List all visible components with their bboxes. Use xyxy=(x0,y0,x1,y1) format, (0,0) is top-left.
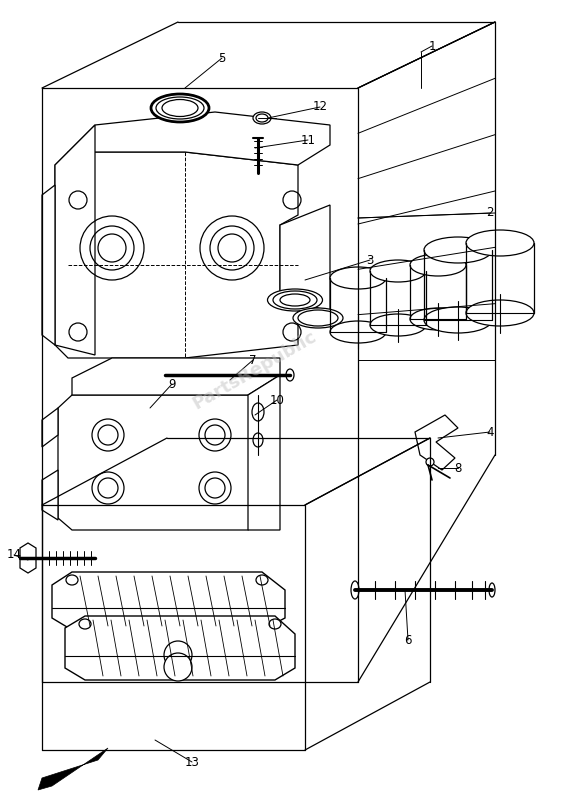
Polygon shape xyxy=(248,375,280,530)
Circle shape xyxy=(164,641,192,669)
Circle shape xyxy=(164,653,192,681)
Polygon shape xyxy=(58,395,265,530)
Text: 6: 6 xyxy=(404,634,412,646)
Polygon shape xyxy=(55,152,298,358)
Circle shape xyxy=(92,472,124,504)
Ellipse shape xyxy=(370,314,426,336)
Polygon shape xyxy=(52,572,285,630)
Ellipse shape xyxy=(79,619,91,629)
Text: 4: 4 xyxy=(486,426,493,438)
Ellipse shape xyxy=(159,366,171,384)
Polygon shape xyxy=(68,112,330,165)
Polygon shape xyxy=(55,125,95,355)
Ellipse shape xyxy=(410,254,466,276)
Ellipse shape xyxy=(489,583,495,597)
Text: PartsRepublic: PartsRepublic xyxy=(190,327,320,413)
Polygon shape xyxy=(42,185,55,345)
Ellipse shape xyxy=(466,300,534,326)
Polygon shape xyxy=(38,748,108,790)
Text: 5: 5 xyxy=(218,51,225,65)
Ellipse shape xyxy=(203,368,213,382)
Ellipse shape xyxy=(466,230,534,256)
Ellipse shape xyxy=(351,581,359,599)
Text: 13: 13 xyxy=(185,755,200,769)
Ellipse shape xyxy=(151,94,209,122)
Text: 9: 9 xyxy=(168,378,176,390)
Ellipse shape xyxy=(66,575,78,585)
Ellipse shape xyxy=(253,112,271,124)
Ellipse shape xyxy=(223,368,233,382)
Text: 14: 14 xyxy=(6,549,22,562)
Polygon shape xyxy=(415,415,458,470)
Ellipse shape xyxy=(252,403,264,421)
Text: 3: 3 xyxy=(366,254,374,266)
Polygon shape xyxy=(65,616,295,680)
Ellipse shape xyxy=(370,260,426,282)
Ellipse shape xyxy=(293,308,343,328)
Ellipse shape xyxy=(286,369,294,381)
Ellipse shape xyxy=(253,433,263,447)
Circle shape xyxy=(92,419,124,451)
Ellipse shape xyxy=(269,619,281,629)
Text: 10: 10 xyxy=(270,394,284,406)
Circle shape xyxy=(199,472,231,504)
Circle shape xyxy=(199,419,231,451)
Ellipse shape xyxy=(256,575,268,585)
Polygon shape xyxy=(72,358,280,395)
Ellipse shape xyxy=(330,267,386,289)
Text: 7: 7 xyxy=(249,354,257,366)
Text: 8: 8 xyxy=(454,462,462,474)
Circle shape xyxy=(426,458,434,466)
Text: 2: 2 xyxy=(486,206,493,219)
Polygon shape xyxy=(280,205,330,312)
Text: 12: 12 xyxy=(312,101,328,114)
Polygon shape xyxy=(42,470,58,520)
Text: 11: 11 xyxy=(301,134,315,146)
Ellipse shape xyxy=(424,237,492,263)
Polygon shape xyxy=(42,408,58,447)
Polygon shape xyxy=(20,543,36,573)
Ellipse shape xyxy=(410,308,466,330)
Ellipse shape xyxy=(267,289,322,311)
Text: 1: 1 xyxy=(428,39,436,53)
Ellipse shape xyxy=(424,307,492,333)
Ellipse shape xyxy=(330,321,386,343)
